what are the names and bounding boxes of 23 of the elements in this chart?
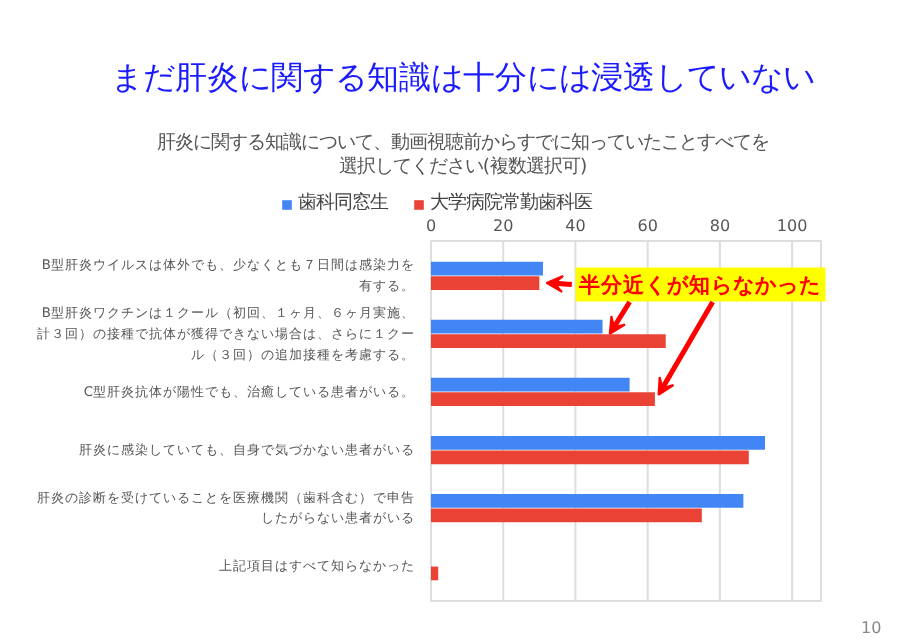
bar xyxy=(431,493,744,508)
bar xyxy=(431,508,702,523)
text: 10 xyxy=(861,619,882,637)
x-tick-label: 0 xyxy=(425,217,437,235)
bar xyxy=(431,261,543,276)
x-tick-label: 20 xyxy=(493,217,514,235)
annotation: 半分近くが知らなかった xyxy=(577,271,822,298)
legend-label: 歯科同窓生 xyxy=(298,190,388,216)
bar xyxy=(431,435,766,450)
x-tick-label: 80 xyxy=(709,217,731,235)
bar xyxy=(431,276,540,290)
bar xyxy=(431,319,603,334)
bar xyxy=(431,392,655,407)
chart-subtitle: 肝炎に関する知識について、動画視聴前からすでに知っていたことすべてを選択してください(複数選択可) xyxy=(157,132,769,178)
bar xyxy=(431,450,749,465)
bar xyxy=(431,377,630,392)
legend-label: 大学病院常勤歯科医 xyxy=(430,190,592,216)
x-tick-label: 40 xyxy=(565,217,586,235)
chart-title: まだ肝炎に関する知識は十分には浸透していない xyxy=(111,58,815,96)
x-tick-label: 60 xyxy=(637,217,658,235)
x-tick-label: 100 xyxy=(776,217,808,235)
bar xyxy=(431,334,666,349)
bar xyxy=(431,566,439,581)
